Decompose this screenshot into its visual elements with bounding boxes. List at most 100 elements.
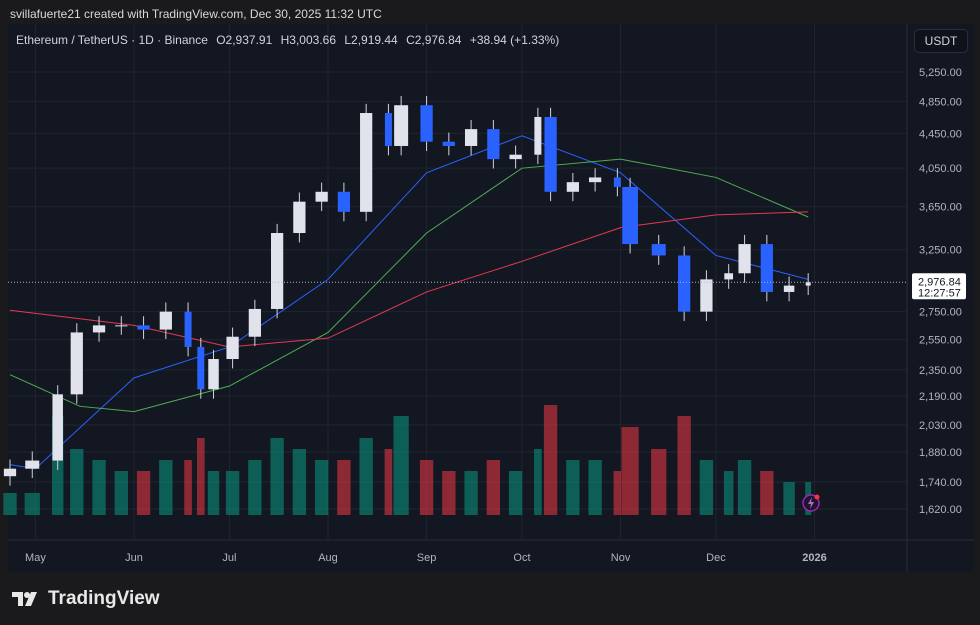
last-price-value: 2,976.84 [918, 276, 961, 288]
y-tick-label: 1,620.00 [919, 504, 962, 516]
y-tick-label: 2,350.00 [919, 365, 962, 377]
volume-bar [651, 449, 667, 515]
y-tick-label: 4,450.00 [919, 128, 962, 140]
volume-bar [314, 460, 329, 515]
candle-body [464, 129, 478, 146]
ohlc-close: C2,976.84 [406, 33, 462, 47]
candle-body [724, 273, 734, 280]
volume-bar [225, 471, 240, 515]
volume-bar [92, 460, 106, 515]
volume-bar [196, 438, 205, 515]
candle-body [509, 154, 522, 160]
candle-body [315, 191, 328, 202]
volume-bar [737, 460, 752, 515]
x-tick-label: Nov [611, 552, 631, 564]
volume-bar [70, 449, 84, 515]
volume-bar [783, 482, 795, 515]
candle-body [566, 182, 579, 192]
volume-bar [248, 460, 262, 515]
volume-bar [613, 471, 622, 515]
last-price-countdown: 12:27:57 [918, 287, 961, 299]
candle-body [544, 116, 557, 192]
volume-bar [384, 449, 393, 515]
chart-caption: svillafuerte21 created with TradingView.… [10, 7, 382, 21]
volume-bar [677, 416, 691, 515]
candle-body [248, 308, 261, 337]
volume-bar [534, 449, 542, 515]
tradingview-logo: TradingView [12, 588, 160, 610]
candle-body [613, 177, 621, 187]
y-tick-label: 1,880.00 [919, 447, 962, 459]
symbol-legend: Ethereum / TetherUS · 1D · Binance O2,93… [16, 33, 564, 47]
volume-bar [699, 460, 714, 515]
brand-name: TradingView [48, 588, 160, 609]
lightning-icon-glyph [808, 497, 814, 509]
candle-body [115, 325, 128, 327]
volume-bar [207, 471, 220, 515]
y-tick-label: 3,650.00 [919, 202, 962, 214]
candle-body [678, 255, 691, 312]
volume-bar [184, 460, 192, 515]
y-tick-label: 4,850.00 [919, 96, 962, 108]
candle-body [337, 191, 351, 212]
y-tick-label: 2,190.00 [919, 391, 962, 403]
candle-body [208, 359, 219, 390]
notification-dot [814, 494, 820, 500]
y-tick-label: 5,250.00 [919, 67, 962, 79]
candle-body [588, 177, 602, 183]
y-tick-label: 4,050.00 [919, 163, 962, 175]
x-tick-label: Jun [125, 552, 143, 564]
candle-body [783, 285, 795, 292]
volume-bar [508, 471, 523, 515]
volume-bar [486, 460, 501, 515]
candle-body [52, 394, 63, 461]
volume-bar [359, 438, 373, 515]
currency-button[interactable]: USDT [914, 29, 968, 53]
y-tick-label: 1,740.00 [919, 477, 962, 489]
candle-body [622, 186, 638, 245]
volume-bar [588, 460, 602, 515]
volume-bar [760, 471, 774, 515]
moving-average-line [9, 135, 809, 470]
x-tick-label: 2026 [802, 552, 826, 564]
candle-body [92, 325, 106, 333]
ohlc-open: O2,937.91 [216, 33, 273, 47]
candle-body [184, 311, 192, 347]
tradingview-logo-icon [12, 592, 37, 606]
volume-bar [419, 460, 434, 515]
volume-bar [114, 471, 128, 515]
volume-bar [292, 449, 307, 515]
volume-bar [136, 471, 151, 515]
candle-body [137, 325, 150, 330]
candle-body [487, 129, 500, 160]
x-tick-label: Jul [222, 552, 236, 564]
x-tick-label: Oct [513, 552, 530, 564]
volume-bar [24, 493, 40, 515]
candle-body [159, 311, 172, 330]
y-tick-label: 2,750.00 [919, 307, 962, 319]
candle-body [226, 336, 239, 360]
candle-body [70, 332, 83, 395]
volume-bar [442, 471, 456, 515]
x-tick-label: Aug [318, 552, 338, 564]
candle-body [270, 233, 284, 309]
ohlc-low: L2,919.44 [344, 33, 398, 47]
candle-body [700, 279, 713, 312]
candle-body [651, 244, 666, 256]
volume-bar [337, 460, 351, 515]
volume-bar [270, 438, 284, 515]
candle-body [384, 113, 392, 146]
y-tick-label: 2,550.00 [919, 335, 962, 347]
candle-body [442, 141, 455, 146]
candle-body [420, 105, 433, 142]
candle-body [805, 282, 811, 286]
candle-body [293, 201, 306, 234]
x-tick-label: Sep [417, 552, 437, 564]
symbol-name[interactable]: Ethereum / TetherUS · 1D · Binance [16, 33, 208, 47]
y-tick-label: 2,030.00 [919, 420, 962, 432]
volume-bar [543, 405, 558, 515]
candle-body [534, 116, 542, 155]
volume-bar [159, 460, 173, 515]
candle-body [3, 468, 17, 477]
